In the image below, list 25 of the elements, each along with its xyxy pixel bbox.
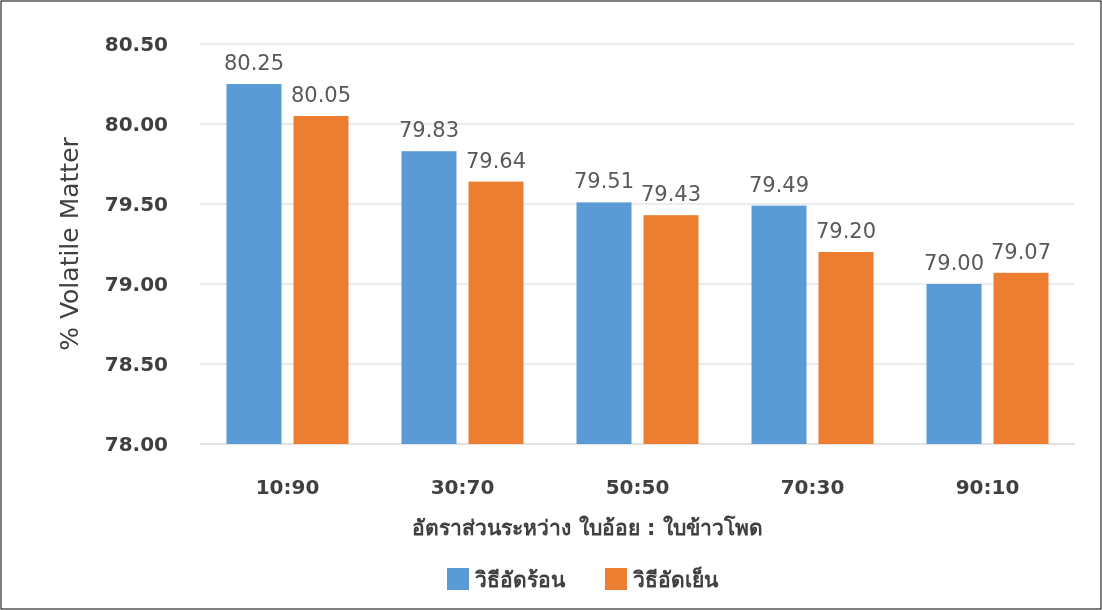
- y-axis-title: % Volatile Matter: [55, 136, 84, 351]
- data-label: 79.00: [923, 251, 985, 275]
- data-label: 79.20: [815, 219, 877, 243]
- data-label: 79.51: [573, 169, 635, 194]
- data-label: 79.07: [990, 239, 1052, 264]
- data-label: 80.25: [223, 51, 285, 75]
- data-label: 80.05: [290, 83, 352, 107]
- x-tick-label: 30:70: [430, 475, 495, 499]
- data-label: 79.83: [398, 118, 460, 143]
- y-tick-label: 80.00: [104, 112, 168, 136]
- legend-label: วิธีอัดร้อน: [474, 568, 566, 592]
- x-tick-label: 90:10: [955, 475, 1020, 499]
- y-tick-label: 78.00: [104, 432, 168, 456]
- data-label: 79.49: [748, 172, 810, 197]
- y-tick-label: 80.50: [104, 32, 168, 56]
- x-axis-title: อัตราส่วนระหว่าง ใบอ้อย : ใบข้าวโพด: [412, 515, 763, 540]
- x-tick-label: 10:90: [255, 475, 320, 499]
- data-label: 79.43: [640, 182, 702, 207]
- x-tick-label: 50:50: [605, 475, 670, 499]
- y-tick-label: 79.00: [104, 272, 168, 296]
- legend-label: วิธีอัดเย็น: [632, 566, 719, 592]
- y-tick-label: 79.50: [104, 192, 168, 216]
- x-tick-label: 70:30: [780, 475, 845, 499]
- data-label: 79.64: [465, 148, 527, 173]
- y-tick-label: 78.50: [104, 352, 168, 376]
